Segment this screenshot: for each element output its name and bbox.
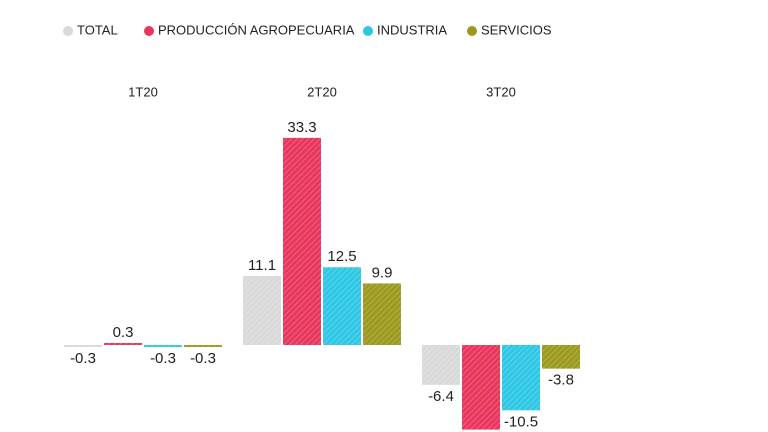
bar-hatch (363, 283, 401, 345)
value-label: -10.5 (504, 413, 538, 430)
bar-hatch (144, 345, 182, 347)
legend-label: TOTAL (77, 22, 118, 37)
value-label: -0.3 (70, 350, 96, 367)
legend-marker (144, 26, 154, 36)
value-label: 0.3 (113, 324, 134, 341)
bar-hatch (64, 345, 102, 347)
legend-marker (63, 26, 73, 36)
bar-hatch (104, 343, 142, 345)
bar-hatch (283, 137, 321, 345)
legend-label: SERVICIOS (481, 22, 552, 37)
value-label: -0.3 (190, 350, 216, 367)
value-label: -6.4 (428, 388, 454, 405)
category-label: 2T20 (307, 84, 337, 99)
bar-hatch (462, 345, 500, 430)
category-label: 1T20 (128, 84, 158, 99)
value-label: -0.3 (150, 350, 176, 367)
legend-label: PRODUCCIÓN AGROPECUARIA (158, 22, 355, 37)
value-label: 33.3 (287, 119, 316, 136)
bar-hatch (243, 275, 281, 345)
bar-hatch (542, 345, 580, 369)
legend-label: INDUSTRIA (377, 22, 447, 37)
bar-hatch (323, 267, 361, 345)
value-label: -3.8 (548, 372, 574, 389)
legend-marker (467, 26, 477, 36)
bar-hatch (184, 345, 222, 347)
legend-marker (363, 26, 373, 36)
value-label: 11.1 (248, 257, 276, 274)
bar-hatch (422, 345, 460, 385)
value-label: 9.9 (372, 264, 393, 281)
category-label: 3T20 (486, 84, 516, 99)
bar-hatch (502, 345, 540, 411)
value-label: 12.5 (327, 248, 356, 265)
